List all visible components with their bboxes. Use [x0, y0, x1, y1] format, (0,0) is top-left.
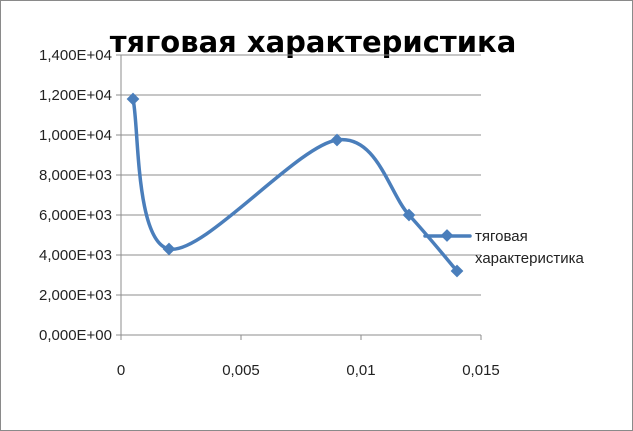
x-tick-label: 0 [117, 362, 125, 379]
y-tick-label: 1,400E+04 [39, 47, 112, 64]
x-tick-label: 0,01 [346, 362, 375, 379]
x-tick-labels: 0 0,005 0,01 0,015 [117, 362, 500, 379]
x-tick-label: 0,005 [222, 362, 260, 379]
y-tick-label: 2,000E+03 [39, 287, 112, 304]
legend-marker [440, 229, 454, 242]
data-point [450, 264, 464, 278]
y-tick-label: 4,000E+03 [39, 247, 112, 264]
legend-label-line: характеристика [475, 250, 584, 267]
x-tick-label: 0,015 [462, 362, 500, 379]
legend-label-line: тяговая [475, 228, 528, 245]
series-line [131, 97, 459, 273]
legend-label: тяговая характеристика [475, 228, 584, 267]
y-tick-label: 8,000E+03 [39, 167, 112, 184]
legend: тяговая характеристика [423, 228, 584, 267]
y-tick-label: 1,000E+04 [39, 127, 112, 144]
data-point [162, 242, 176, 256]
axes [116, 54, 482, 340]
data-point [330, 133, 344, 147]
y-tick-label: 0,000E+00 [39, 327, 112, 344]
y-tick-label: 6,000E+03 [39, 207, 112, 224]
gridlines [121, 54, 481, 296]
chart-title: тяговая характеристика [110, 25, 517, 59]
y-tick-labels: 0,000E+00 2,000E+03 4,000E+03 6,000E+03 8,00… [39, 47, 112, 344]
data-point [402, 208, 416, 222]
data-point [126, 92, 140, 106]
series-group [126, 92, 464, 278]
y-tick-label: 1,200E+04 [39, 87, 112, 104]
